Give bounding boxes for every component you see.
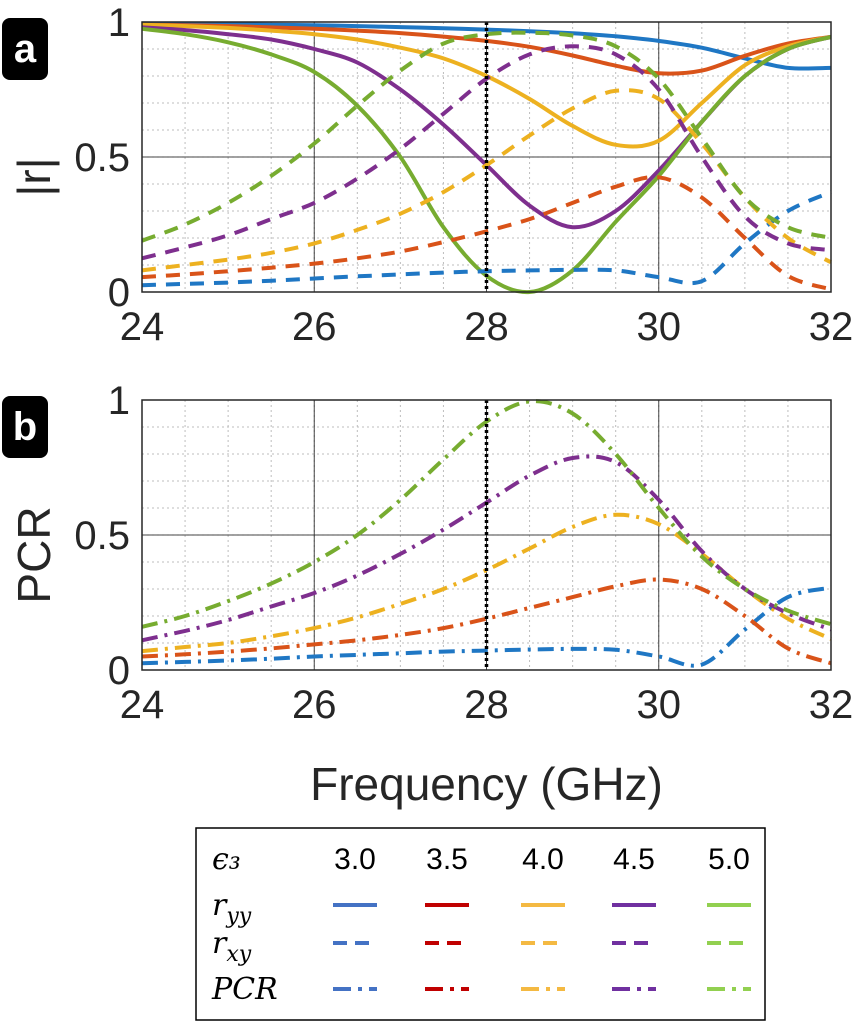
x-tick-label: 32 xyxy=(809,683,854,727)
y-axis-label: |r| xyxy=(8,157,60,196)
y-tick-label: 0.5 xyxy=(74,514,130,558)
axes-frame xyxy=(141,21,832,293)
legend-header-label: ϵ₃ xyxy=(212,842,241,877)
legend-row-label: ryy xyxy=(212,888,252,929)
legend-row-label: rxy xyxy=(212,926,252,967)
panel-a-reflection-plot: 24 26 28 30 32 0 0.5 1 |r| a xyxy=(2,1,853,349)
panel-badge-label: b xyxy=(13,405,37,449)
y-tick-label: 0 xyxy=(108,649,130,693)
y-tick-label: 0 xyxy=(108,271,130,315)
series-rxy-eps-5.0 xyxy=(141,30,832,243)
panel-badge xyxy=(2,396,48,458)
series-rxy-eps-3.0 xyxy=(141,190,832,288)
legend-epsilon-value: 3.0 xyxy=(334,843,376,876)
x-tick-label: 26 xyxy=(292,683,337,727)
panel-badge-label: a xyxy=(14,27,37,71)
series-pcr-eps-5.0 xyxy=(141,399,832,629)
x-tick-label: 24 xyxy=(120,683,165,727)
series-rxy-eps-4.0 xyxy=(141,88,832,273)
y-tick-label: 1 xyxy=(108,1,130,45)
y-tick-label: 1 xyxy=(108,379,130,423)
x-tick-label: 28 xyxy=(464,683,509,727)
axes-frame xyxy=(141,399,832,671)
legend-epsilon-value: 5.0 xyxy=(708,843,750,876)
x-tick-label: 32 xyxy=(809,305,854,349)
x-tick-label: 28 xyxy=(464,305,509,349)
x-tick-label: 26 xyxy=(292,305,337,349)
legend-epsilon-value: 4.0 xyxy=(522,843,564,876)
x-axis-label: Frequency (GHz) xyxy=(310,758,663,810)
legend-epsilon-value: 3.5 xyxy=(426,843,468,876)
series-rxy-eps-3.5 xyxy=(141,174,832,292)
x-tick-label: 30 xyxy=(637,683,682,727)
y-tick-label: 0.5 xyxy=(74,136,130,180)
panel-badge xyxy=(2,18,48,80)
panel-b-pcr-plot: 24 26 28 30 32 0 0.5 1 PCR Frequency (GHz) b xyxy=(2,379,853,810)
legend-row-label: PCR xyxy=(211,972,278,1007)
y-axis-label: PCR xyxy=(8,506,60,603)
x-tick-label: 24 xyxy=(120,305,165,349)
x-tick-label: 30 xyxy=(637,305,682,349)
legend-box xyxy=(195,827,766,1021)
legend-epsilon-value: 4.5 xyxy=(613,843,655,876)
series-pcr-eps-3.0 xyxy=(141,585,832,668)
